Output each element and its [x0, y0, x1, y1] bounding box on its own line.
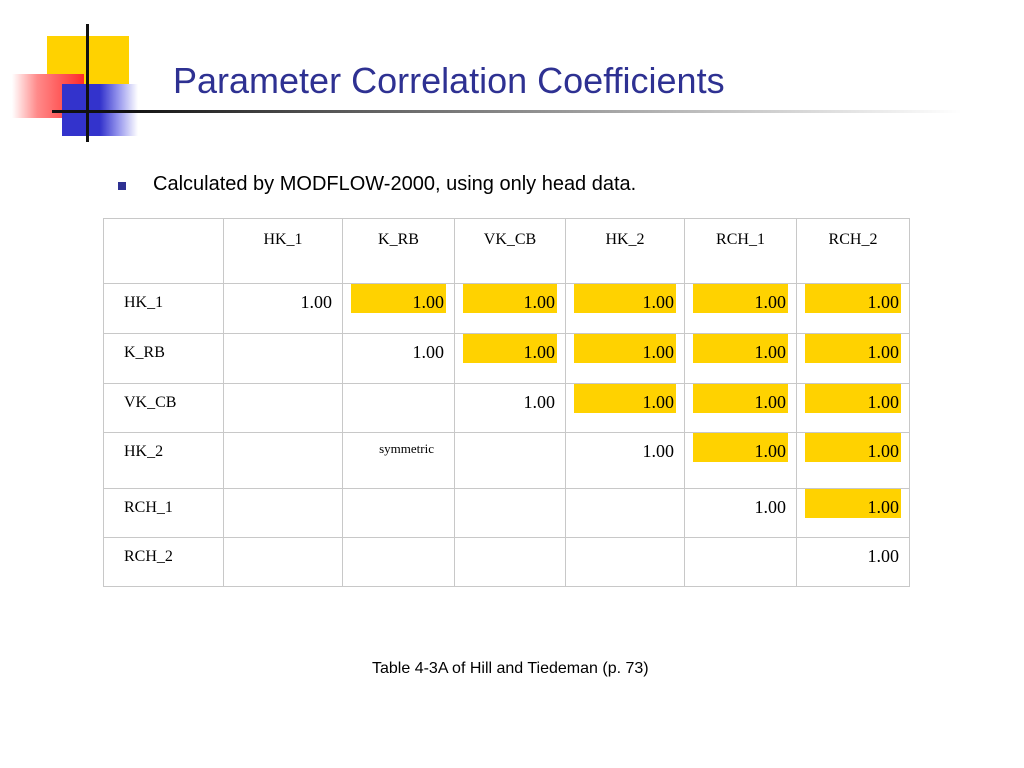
table-cell: 1.00: [523, 392, 556, 412]
table-caption: Table 4-3A of Hill and Tiedeman (p. 73): [372, 660, 649, 677]
table-row: RCH_1 1.00 1.00: [103, 488, 910, 538]
table-cell: [566, 489, 684, 497]
table-row: HK_1 1.00 1.00 1.00 1.00 1.00 1.00: [103, 283, 910, 334]
table-cell: [455, 489, 565, 497]
slide-title: Parameter Correlation Coefficients: [173, 60, 725, 101]
corner-logo-graphic: [0, 0, 160, 150]
table-header-row: HK_1 K_RB VK_CB HK_2 RCH_1 RCH_2: [103, 218, 910, 284]
table-cell: 1.00: [805, 334, 901, 363]
table-cell: 1.00: [463, 334, 557, 363]
row-header: RCH_2: [103, 537, 224, 587]
column-header: VK_CB: [454, 218, 566, 284]
table-cell: 1.00: [574, 384, 676, 413]
table-cell: [343, 489, 454, 497]
table-cell: 1.00: [463, 284, 557, 313]
symmetric-label: symmetric: [379, 441, 434, 456]
table-cell: [343, 384, 454, 392]
table-cell: [455, 433, 565, 441]
table-cell: 1.00: [693, 433, 788, 462]
column-header: RCH_2: [796, 218, 910, 284]
row-header: VK_CB: [103, 383, 224, 433]
row-header: HK_1: [103, 283, 224, 334]
column-header: HK_2: [565, 218, 685, 284]
table-row: RCH_2 1.00: [103, 537, 910, 587]
row-header: HK_2: [103, 432, 224, 489]
row-header: RCH_1: [103, 488, 224, 538]
table-cell: 1.00: [693, 384, 788, 413]
column-header: K_RB: [342, 218, 455, 284]
table-cell: 1.00: [693, 284, 788, 313]
column-header: RCH_1: [684, 218, 797, 284]
table-cell: [343, 538, 454, 546]
title-underline: [52, 110, 962, 113]
table-cell: 1.00: [867, 546, 900, 566]
table-cell: 1.00: [805, 384, 901, 413]
table-row: HK_2 symmetric 1.00 1.00 1.00: [103, 432, 910, 489]
table-cell: [566, 538, 684, 546]
table-row: K_RB 1.00 1.00 1.00 1.00 1.00: [103, 333, 910, 384]
table-cell: [455, 538, 565, 546]
table-cell: 1.00: [754, 497, 787, 517]
table-cell: [224, 433, 342, 441]
table-cell: [224, 384, 342, 392]
table-cell: 1.00: [412, 342, 445, 362]
bullet-text: Calculated by MODFLOW-2000, using only h…: [153, 173, 637, 195]
bullet-item: Calculated by MODFLOW-2000, using only h…: [118, 173, 636, 196]
row-header: K_RB: [103, 333, 224, 384]
table-cell: 1.00: [805, 433, 901, 462]
table-row: VK_CB 1.00 1.00 1.00 1.00: [103, 383, 910, 433]
logo-vertical-line: [86, 24, 89, 142]
table-cell: 1.00: [574, 284, 676, 313]
table-cell: [224, 489, 342, 497]
table-cell: 1.00: [574, 334, 676, 363]
table-cell: [224, 334, 342, 342]
column-header: HK_1: [223, 218, 343, 284]
table-cell: 1.00: [693, 334, 788, 363]
bullet-square-icon: [118, 182, 126, 190]
header-corner-cell: [103, 218, 224, 284]
table-cell: 1.00: [805, 489, 901, 518]
table-cell: 1.00: [805, 284, 901, 313]
table-cell: 1.00: [300, 292, 333, 312]
table-cell: [685, 538, 796, 546]
table-cell: 1.00: [642, 441, 675, 461]
table-cell: [224, 538, 342, 546]
correlation-table: HK_1 K_RB VK_CB HK_2 RCH_1 RCH_2 HK_1 1.…: [103, 218, 910, 587]
table-cell: 1.00: [351, 284, 446, 313]
